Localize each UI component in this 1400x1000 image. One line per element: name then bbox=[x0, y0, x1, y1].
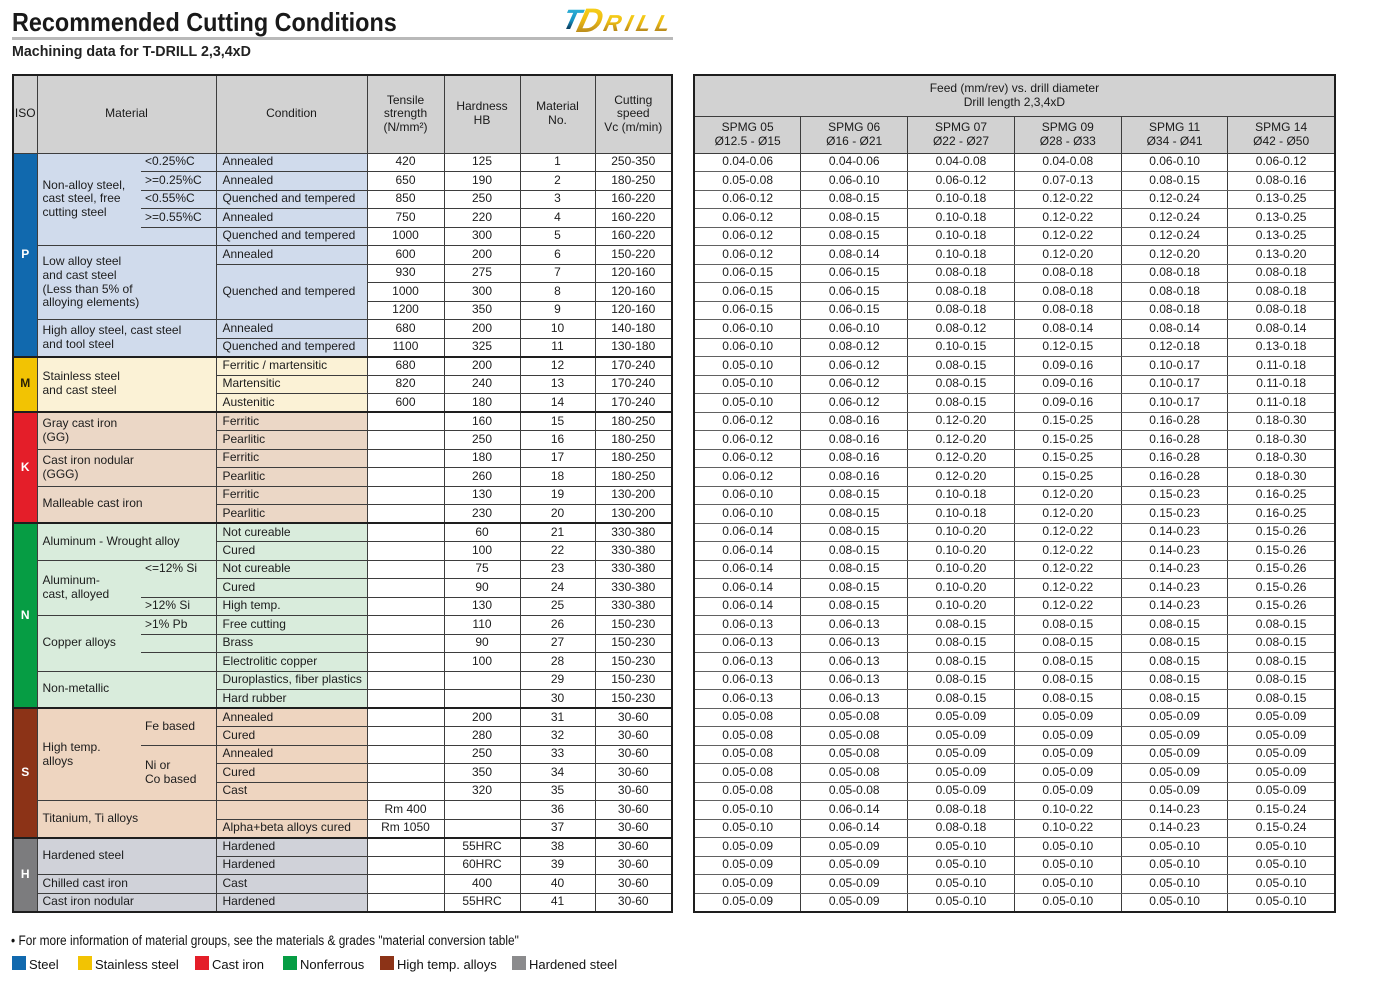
svg-text:RILL: RILL bbox=[601, 10, 678, 36]
